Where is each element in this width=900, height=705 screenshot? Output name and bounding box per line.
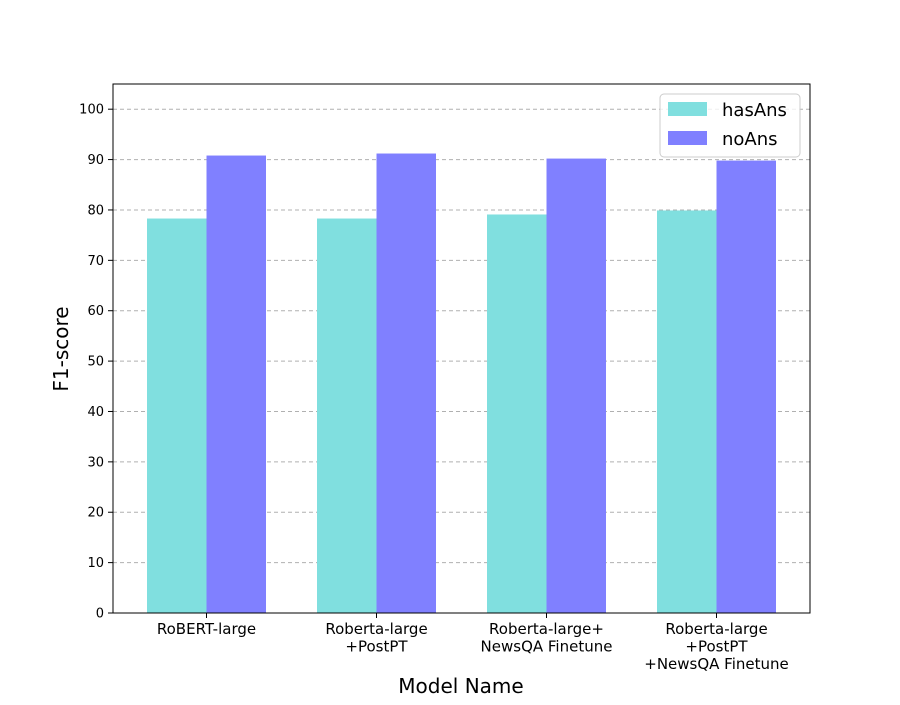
y-tick-label: 60 [87, 304, 104, 319]
y-tick-label: 90 [87, 153, 104, 168]
y-tick-label: 70 [87, 254, 104, 269]
legend-label-noAns: noAns [722, 129, 778, 150]
bar-hasAns [657, 210, 717, 614]
y-tick-label: 10 [87, 556, 104, 571]
x-tick-label-line: NewsQA Finetune [481, 638, 613, 656]
x-tick-label: Roberta-large +PostPT [325, 620, 427, 656]
bar-noAns [716, 160, 776, 613]
y-tick-label: 40 [87, 405, 104, 420]
legend: hasAns noAns [659, 93, 801, 158]
legend-swatch-noAns [668, 131, 707, 145]
x-tick-label: RoBERT-large [157, 620, 256, 638]
plot-frame [112, 83, 811, 614]
x-tick-label-line: Roberta-large+ [489, 620, 604, 638]
bar-noAns [206, 155, 266, 613]
y-tick-label: 30 [87, 455, 104, 470]
bar-hasAns [317, 218, 377, 613]
x-tick-label-line: +PostPT [685, 638, 748, 656]
x-tick-label-line: RoBERT-large [157, 620, 256, 638]
bar-hasAns [147, 218, 207, 613]
y-tick-label: 50 [87, 355, 104, 370]
legend-label-hasAns: hasAns [722, 100, 787, 121]
bar-hasAns [487, 214, 547, 613]
bar-noAns [376, 153, 436, 614]
x-tick-label-line: Roberta-large [325, 620, 427, 638]
y-axis-ticks: 0 10 20 30 40 50 60 70 80 90 100 [79, 103, 113, 622]
x-tick-label: Roberta-large+ NewsQA Finetune [481, 620, 613, 656]
y-tick-label: 20 [87, 506, 104, 521]
x-tick-label-line: +PostPT [345, 638, 408, 656]
x-axis-ticks: RoBERT-large Roberta-large +PostPTRoberta-… [157, 613, 789, 673]
x-tick-label-line: Roberta-large [665, 620, 767, 638]
x-tick-label-line: +NewsQA Finetune [644, 655, 789, 673]
bars [147, 153, 776, 614]
y-axis-title: F1-score [49, 306, 73, 391]
x-tick-label: Roberta-large +PostPT +NewsQA Finetune [644, 620, 789, 673]
bar-noAns [546, 158, 606, 613]
y-tick-label: 100 [79, 103, 104, 118]
y-tick-label: 0 [96, 607, 104, 622]
x-axis-title: Model Name [398, 674, 523, 698]
y-tick-label: 80 [87, 203, 104, 218]
legend-swatch-hasAns [668, 102, 707, 116]
